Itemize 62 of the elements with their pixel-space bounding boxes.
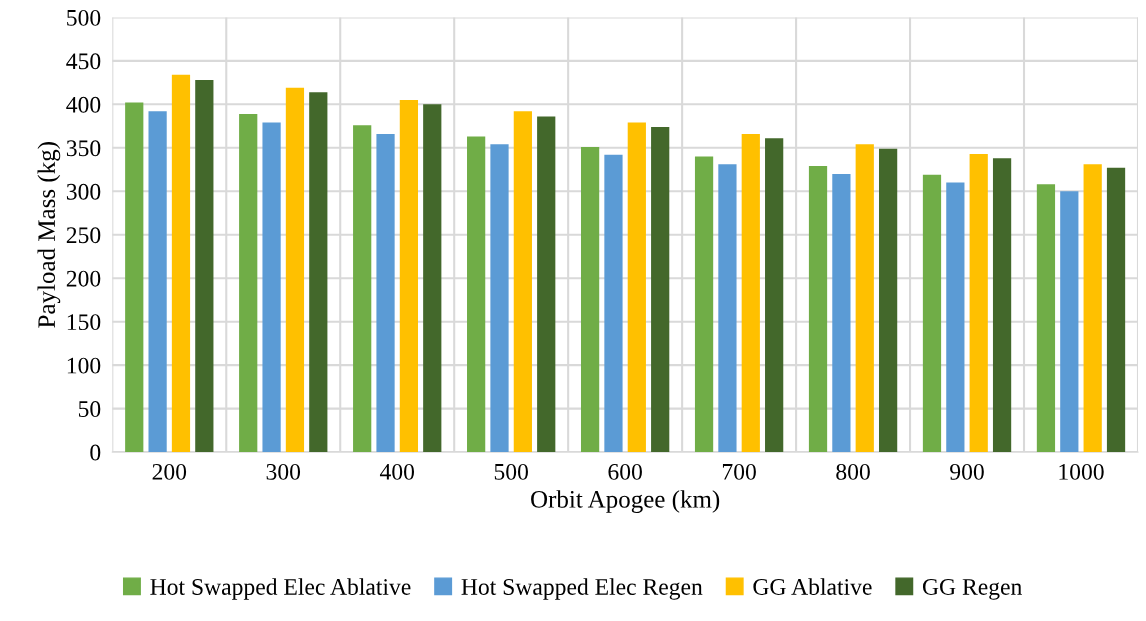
- bar: [946, 182, 965, 453]
- bar: [490, 144, 509, 453]
- legend-label: GG Ablative: [753, 578, 872, 595]
- y-tick-label: 150: [67, 314, 101, 331]
- y-tick-label: 500: [67, 9, 101, 26]
- bar: [808, 166, 828, 453]
- x-tick-label: 1000: [1059, 463, 1104, 480]
- bar: [1060, 191, 1079, 453]
- bar: [694, 156, 714, 453]
- bar: [262, 122, 281, 453]
- bar: [922, 174, 942, 453]
- bar: [537, 116, 556, 453]
- x-tick-label: 600: [608, 463, 642, 480]
- bar: [718, 164, 737, 453]
- legend-label: GG Regen: [922, 579, 1022, 600]
- bar: [423, 104, 442, 453]
- y-tick-label: 100: [67, 357, 101, 374]
- bar: [832, 173, 851, 453]
- y-tick-label: 50: [78, 401, 101, 418]
- bar: [1083, 164, 1102, 453]
- x-tick-label: 700: [722, 463, 756, 480]
- y-tick-label: 450: [66, 53, 101, 70]
- bar: [285, 87, 305, 453]
- bar: [879, 148, 898, 453]
- legend-label: Hot Swapped Elec Ablative: [150, 578, 411, 600]
- bar: [195, 79, 214, 453]
- bar: [148, 111, 167, 453]
- bar: [467, 136, 486, 453]
- bar: [765, 138, 784, 453]
- y-tick-label: 200: [66, 270, 101, 287]
- y-tick-label: 350: [66, 140, 101, 157]
- bar: [651, 126, 670, 453]
- bar: [309, 92, 328, 453]
- bar: [399, 99, 419, 453]
- y-tick-label: 300: [66, 183, 101, 200]
- bar: [992, 158, 1012, 453]
- bar: [604, 154, 623, 453]
- bar: [239, 113, 258, 453]
- bar: [1106, 167, 1126, 453]
- bar: [627, 122, 646, 453]
- bar: [171, 74, 191, 453]
- bar: [1036, 184, 1056, 453]
- legend-label: Hot Swapped Elec Regen: [461, 578, 703, 600]
- x-tick-label: 800: [836, 463, 870, 480]
- x-tick-label: 200: [152, 463, 187, 480]
- bar: [513, 111, 532, 453]
- x-tick-label: 900: [950, 463, 984, 480]
- bar: [353, 125, 372, 453]
- y-tick-label: 0: [90, 444, 101, 461]
- bar: [741, 133, 760, 453]
- bar: [855, 144, 874, 453]
- bar: [580, 146, 600, 453]
- bar: [376, 133, 395, 453]
- x-axis-title: Orbit Apogee (km): [531, 490, 720, 513]
- x-tick-label: 300: [266, 463, 301, 480]
- y-tick-label: 400: [66, 96, 101, 113]
- bar: [125, 102, 144, 453]
- y-axis-title: Payload Mass (kg): [37, 142, 61, 328]
- x-tick-label: 500: [494, 463, 528, 480]
- bar: [969, 153, 988, 453]
- y-tick-label: 250: [66, 227, 101, 244]
- x-tick-label: 400: [379, 463, 415, 480]
